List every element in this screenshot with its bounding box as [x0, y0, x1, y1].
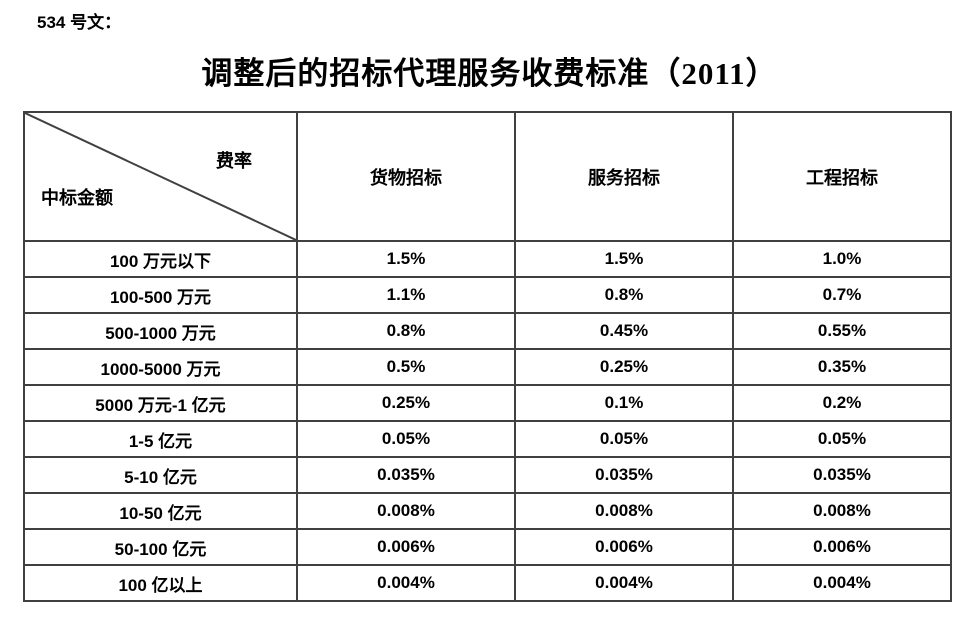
- value-cell: 0.25%: [296, 384, 516, 422]
- row-label-cell: 10-50 亿元: [23, 492, 298, 530]
- diagonal-divider-line: [25, 113, 296, 240]
- value-cell: 0.006%: [732, 528, 952, 566]
- row-label-cell: 500-1000 万元: [23, 312, 298, 350]
- value-cell: 0.35%: [732, 348, 952, 386]
- value-cell: 0.45%: [514, 312, 734, 350]
- row-label-cell: 5-10 亿元: [23, 456, 298, 494]
- doc-number-label: 534 号文：: [37, 13, 122, 32]
- value-cell: 0.05%: [514, 420, 734, 458]
- value-cell: 0.006%: [514, 528, 734, 566]
- column-header-engineering: 工程招标: [732, 111, 952, 242]
- value-cell: 0.008%: [296, 492, 516, 530]
- column-header-goods: 货物招标: [296, 111, 516, 242]
- table-row: 100 亿以上 0.004% 0.004% 0.004%: [23, 564, 952, 602]
- table-row: 5-10 亿元 0.035% 0.035% 0.035%: [23, 456, 952, 494]
- row-label-cell: 100 亿以上: [23, 564, 298, 602]
- value-cell: 1.1%: [296, 276, 516, 314]
- value-cell: 0.004%: [514, 564, 734, 602]
- corner-header-cell: 费率 中标金额: [23, 111, 298, 242]
- value-cell: 1.5%: [514, 240, 734, 278]
- row-label-cell: 100 万元以下: [23, 240, 298, 278]
- table-row: 1000-5000 万元 0.5% 0.25% 0.35%: [23, 348, 952, 386]
- row-label-cell: 50-100 亿元: [23, 528, 298, 566]
- value-cell: 0.035%: [732, 456, 952, 494]
- table-row: 100-500 万元 1.1% 0.8% 0.7%: [23, 276, 952, 314]
- column-header-services: 服务招标: [514, 111, 734, 242]
- value-cell: 0.006%: [296, 528, 516, 566]
- table-row: 500-1000 万元 0.8% 0.45% 0.55%: [23, 312, 952, 350]
- table-row: 5000 万元-1 亿元 0.25% 0.1% 0.2%: [23, 384, 952, 422]
- value-cell: 0.05%: [296, 420, 516, 458]
- corner-amount-label: 中标金额: [41, 188, 113, 208]
- table-row: 50-100 亿元 0.006% 0.006% 0.006%: [23, 528, 952, 566]
- row-label-cell: 5000 万元-1 亿元: [23, 384, 298, 422]
- value-cell: 0.2%: [732, 384, 952, 422]
- value-cell: 0.8%: [296, 312, 516, 350]
- value-cell: 1.0%: [732, 240, 952, 278]
- table-row: 100 万元以下 1.5% 1.5% 1.0%: [23, 240, 952, 278]
- value-cell: 0.008%: [514, 492, 734, 530]
- value-cell: 1.5%: [296, 240, 516, 278]
- corner-rate-label: 费率: [216, 151, 252, 171]
- page-title: 调整后的招标代理服务收费标准（2011）: [201, 56, 778, 91]
- value-cell: 0.1%: [514, 384, 734, 422]
- value-cell: 0.004%: [732, 564, 952, 602]
- table-row: 1-5 亿元 0.05% 0.05% 0.05%: [23, 420, 952, 458]
- value-cell: 0.05%: [732, 420, 952, 458]
- value-cell: 0.004%: [296, 564, 516, 602]
- table-row: 10-50 亿元 0.008% 0.008% 0.008%: [23, 492, 952, 530]
- row-label-cell: 1-5 亿元: [23, 420, 298, 458]
- value-cell: 0.008%: [732, 492, 952, 530]
- table-header-row: 费率 中标金额 货物招标 服务招标 工程招标: [23, 111, 952, 242]
- value-cell: 0.5%: [296, 348, 516, 386]
- value-cell: 0.035%: [514, 456, 734, 494]
- value-cell: 0.25%: [514, 348, 734, 386]
- value-cell: 0.7%: [732, 276, 952, 314]
- value-cell: 0.55%: [732, 312, 952, 350]
- value-cell: 0.035%: [296, 456, 516, 494]
- fee-rate-table: 费率 中标金额 货物招标 服务招标 工程招标 100 万元以下 1.5% 1.5…: [23, 111, 952, 602]
- value-cell: 0.8%: [514, 276, 734, 314]
- row-label-cell: 100-500 万元: [23, 276, 298, 314]
- row-label-cell: 1000-5000 万元: [23, 348, 298, 386]
